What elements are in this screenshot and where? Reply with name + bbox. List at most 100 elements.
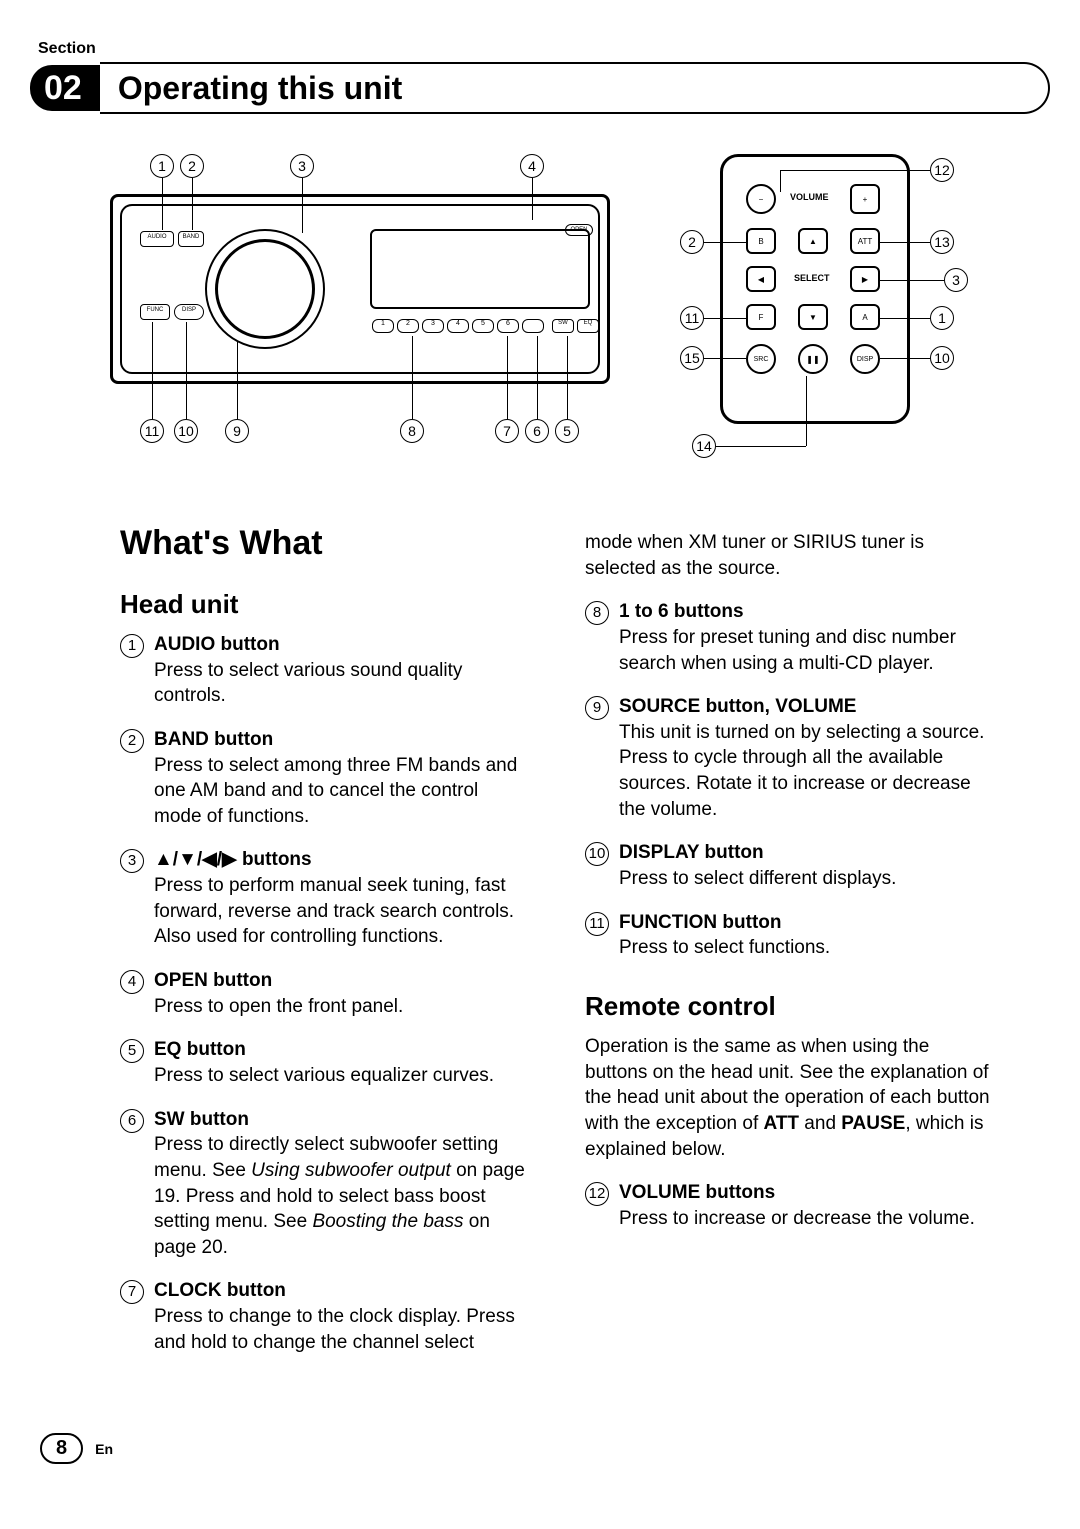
right-column: mode when XM tuner or SIRIUS tuner is se…: [585, 524, 990, 1373]
item-row: 4OPEN buttonPress to open the front pane…: [120, 968, 525, 1019]
head-unit-title: Head unit: [120, 589, 525, 620]
headunit-audio-button: AUDIO: [140, 231, 174, 247]
remote-att-button: ATT: [850, 228, 880, 254]
headunit-func-button: FUNC: [140, 304, 170, 320]
preset-clk: [522, 319, 544, 333]
lead: [507, 336, 508, 419]
preset-6: 6: [497, 319, 519, 333]
item-body: OPEN buttonPress to open the front panel…: [154, 968, 525, 1019]
item-body: FUNCTION buttonPress to select functions…: [619, 910, 990, 961]
remote-control-title: Remote control: [585, 991, 990, 1022]
headunit-diagram: AUDIO BAND FUNC DISP OPEN 1 2 3 4 5 6 SW…: [110, 154, 630, 454]
item-row: 11 FUNCTION buttonPress to select functio…: [585, 910, 990, 961]
page-header: 02 Operating this unit: [30, 62, 1050, 114]
section-number-pill: 02: [30, 65, 100, 111]
item-row: 7CLOCK buttonPress to change to the cloc…: [120, 1278, 525, 1355]
rc-callout-1: 1: [930, 306, 954, 330]
rc-callout-12: 12: [930, 158, 954, 182]
sw-button: SW: [552, 319, 574, 333]
remote-volume-label: VOLUME: [790, 192, 829, 202]
item-desc: Press to perform manual seek tuning, fas…: [154, 873, 525, 950]
lead: [186, 322, 187, 419]
callout-2: 2: [180, 154, 204, 178]
item-number: 2: [120, 729, 144, 753]
lead: [192, 178, 193, 230]
callout-6: 6: [525, 419, 549, 443]
diagrams-row: AUDIO BAND FUNC DISP OPEN 1 2 3 4 5 6 SW…: [110, 154, 1000, 474]
item-body: BAND buttonPress to select among three F…: [154, 727, 525, 830]
right-item-list: 81 to 6 buttonsPress for preset tuning a…: [585, 599, 990, 961]
left-column: What's What Head unit 1AUDIO buttonPress…: [120, 524, 525, 1373]
item-desc: Press to select various sound quality co…: [154, 658, 525, 709]
item-title: SOURCE button, VOLUME: [619, 694, 990, 720]
remote-select-label: SELECT: [794, 273, 830, 283]
item-number: 3: [120, 849, 144, 873]
item-number: 11: [585, 912, 609, 936]
item-title: 1 to 6 buttons: [619, 599, 990, 625]
item-body: CLOCK buttonPress to change to the clock…: [154, 1278, 525, 1355]
lead: [237, 342, 238, 419]
item-desc: Press to increase or decrease the volume…: [619, 1206, 990, 1232]
item-row: 3 ▲/▼/◀/▶ buttonsPress to perform manual …: [120, 847, 525, 950]
item-number: 5: [120, 1039, 144, 1063]
lead: [704, 358, 746, 359]
remote-vol-down: −: [746, 184, 776, 214]
language-label: En: [95, 1441, 113, 1457]
remote-item-list: 12 VOLUME buttonsPress to increase or dec…: [585, 1180, 990, 1231]
preset-3: 3: [422, 319, 444, 333]
lead: [780, 170, 781, 192]
item-desc: Press to select various equalizer curves…: [154, 1063, 525, 1089]
headunit-band-button: BAND: [178, 231, 204, 247]
lead: [704, 318, 746, 319]
item-title: AUDIO button: [154, 632, 525, 658]
item-title: SW button: [154, 1107, 525, 1133]
lead: [880, 242, 930, 243]
head-unit-item-list: 1 AUDIO buttonPress to select various sou…: [120, 632, 525, 1355]
remote-vol-up: +: [850, 184, 880, 214]
item-body: AUDIO buttonPress to select various soun…: [154, 632, 525, 709]
rc-callout-3: 3: [944, 268, 968, 292]
item-desc: Press to select among three FM bands and…: [154, 753, 525, 830]
item-title: VOLUME buttons: [619, 1180, 990, 1206]
item-desc: Press to change to the clock display. Pr…: [154, 1304, 525, 1355]
callout-3: 3: [290, 154, 314, 178]
preset-2: 2: [397, 319, 419, 333]
page-number: 8: [40, 1433, 83, 1464]
item-desc: This unit is turned on by selecting a so…: [619, 720, 990, 823]
lead: [567, 336, 568, 419]
lead: [716, 446, 806, 447]
headunit-preset-buttons: 1 2 3 4 5 6: [372, 319, 544, 333]
page-title-text: Operating this unit: [118, 70, 402, 107]
item-body: 1 to 6 buttonsPress for preset tuning an…: [619, 599, 990, 676]
callout-11: 11: [140, 419, 164, 443]
item-body: SOURCE button, VOLUMEThis unit is turned…: [619, 694, 990, 822]
item-number: 1: [120, 634, 144, 658]
item-title: FUNCTION button: [619, 910, 990, 936]
item-body: SW buttonPress to directly select subwoo…: [154, 1107, 525, 1261]
page-footer: 8 En: [30, 1433, 1050, 1464]
lead: [880, 318, 930, 319]
remote-down-button: ▼: [798, 304, 828, 330]
item-number: 6: [120, 1109, 144, 1133]
item-row: 1 AUDIO buttonPress to select various sou…: [120, 632, 525, 709]
lead: [412, 336, 413, 419]
item-body: ▲/▼/◀/▶ buttonsPress to perform manual s…: [154, 847, 525, 950]
item-row: 2 BAND buttonPress to select among three …: [120, 727, 525, 830]
callout-5: 5: [555, 419, 579, 443]
item-desc: Press for preset tuning and disc number …: [619, 625, 990, 676]
eq-button: EQ: [577, 319, 599, 333]
rc-callout-14: 14: [692, 434, 716, 458]
item-number: 12: [585, 1182, 609, 1206]
item-title: ▲/▼/◀/▶ buttons: [154, 847, 525, 873]
item-row: 81 to 6 buttonsPress for preset tuning a…: [585, 599, 990, 676]
item-title: BAND button: [154, 727, 525, 753]
item-row: 6 SW buttonPress to directly select subwo…: [120, 1107, 525, 1261]
callout-7: 7: [495, 419, 519, 443]
item-number: 10: [585, 842, 609, 866]
rc-callout-11: 11: [680, 306, 704, 330]
lead: [780, 170, 880, 171]
section-label: Section: [38, 40, 1050, 58]
preset-4: 4: [447, 319, 469, 333]
lead: [302, 178, 303, 233]
remote-disp-button: DISP: [850, 344, 880, 374]
